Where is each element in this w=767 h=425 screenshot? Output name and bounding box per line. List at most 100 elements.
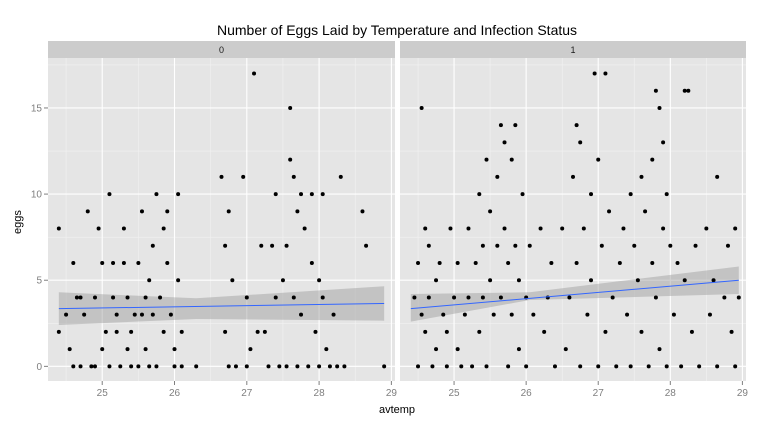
data-point — [364, 243, 369, 248]
data-point — [165, 209, 170, 214]
data-point — [143, 295, 148, 300]
data-point — [592, 71, 597, 76]
data-point — [502, 140, 507, 145]
data-point — [679, 364, 684, 369]
data-point — [121, 226, 126, 231]
data-point — [452, 295, 457, 300]
data-point — [132, 312, 137, 317]
data-point — [317, 364, 322, 369]
data-point — [610, 295, 615, 300]
data-point — [158, 295, 163, 300]
data-point — [527, 243, 532, 248]
data-point — [578, 140, 583, 145]
data-point — [82, 312, 87, 317]
data-point — [650, 260, 655, 265]
data-point — [150, 312, 155, 317]
data-point — [571, 174, 575, 179]
data-point — [280, 278, 285, 283]
data-point — [103, 329, 108, 334]
data-point — [589, 192, 594, 197]
data-point — [516, 347, 521, 352]
data-point — [309, 192, 314, 197]
data-point — [85, 209, 90, 214]
data-point — [172, 347, 177, 352]
data-point — [252, 71, 257, 76]
data-point — [589, 278, 594, 283]
data-point — [621, 226, 626, 231]
data-point — [657, 347, 662, 352]
data-point — [309, 260, 314, 265]
data-point — [560, 226, 565, 231]
data-point — [233, 364, 238, 369]
data-point — [574, 123, 579, 128]
data-point — [176, 192, 181, 197]
data-point — [697, 364, 702, 369]
data-point — [480, 295, 485, 300]
y-tick-label: 15 — [31, 103, 43, 114]
data-point — [542, 329, 547, 334]
data-point — [430, 364, 435, 369]
data-point — [538, 226, 543, 231]
data-point — [248, 347, 253, 352]
data-point — [495, 243, 500, 248]
data-point — [664, 364, 669, 369]
data-point — [241, 174, 246, 179]
data-point — [67, 347, 72, 352]
data-point — [686, 88, 691, 93]
data-point — [226, 209, 231, 214]
data-point — [284, 243, 289, 248]
data-point — [317, 278, 322, 283]
data-point — [360, 209, 365, 214]
data-point — [299, 312, 304, 317]
data-point — [320, 295, 325, 300]
data-point — [419, 312, 424, 317]
data-point — [599, 243, 604, 248]
data-point — [223, 329, 228, 334]
y-tick-label: 10 — [31, 190, 43, 201]
data-point — [299, 192, 304, 197]
data-point — [488, 278, 493, 283]
data-point — [179, 329, 184, 334]
data-point — [715, 174, 720, 179]
data-point — [121, 260, 126, 265]
x-tick-label: 28 — [314, 388, 326, 399]
data-point — [513, 243, 518, 248]
data-point — [176, 278, 181, 283]
panel-background — [400, 58, 746, 381]
data-point — [441, 312, 446, 317]
data-point — [473, 260, 478, 265]
data-point — [470, 364, 475, 369]
data-point — [313, 329, 318, 334]
data-point — [125, 347, 130, 352]
data-point — [455, 260, 460, 265]
data-point — [426, 295, 431, 300]
data-point — [168, 312, 173, 317]
data-point — [498, 123, 503, 128]
data-point — [480, 243, 485, 248]
data-point — [671, 312, 676, 317]
data-point — [423, 226, 428, 231]
data-point — [664, 192, 669, 197]
data-point — [581, 226, 586, 231]
data-point — [495, 174, 500, 179]
data-point — [661, 226, 666, 231]
data-point — [331, 312, 336, 317]
data-point — [639, 329, 644, 334]
x-tick-label: 27 — [241, 388, 253, 399]
data-point — [74, 295, 79, 300]
data-point — [161, 329, 166, 334]
data-point — [668, 243, 673, 248]
data-point — [488, 209, 493, 214]
data-point — [154, 364, 159, 369]
data-point — [291, 174, 296, 179]
data-point — [639, 174, 644, 179]
chart-title: Number of Eggs Laid by Temperature and I… — [217, 22, 577, 38]
data-point — [165, 260, 170, 265]
facet-strip — [48, 41, 395, 58]
data-point — [448, 226, 453, 231]
x-tick-label: 25 — [97, 388, 109, 399]
data-point — [661, 140, 666, 145]
data-point — [524, 364, 529, 369]
data-point — [382, 364, 387, 369]
